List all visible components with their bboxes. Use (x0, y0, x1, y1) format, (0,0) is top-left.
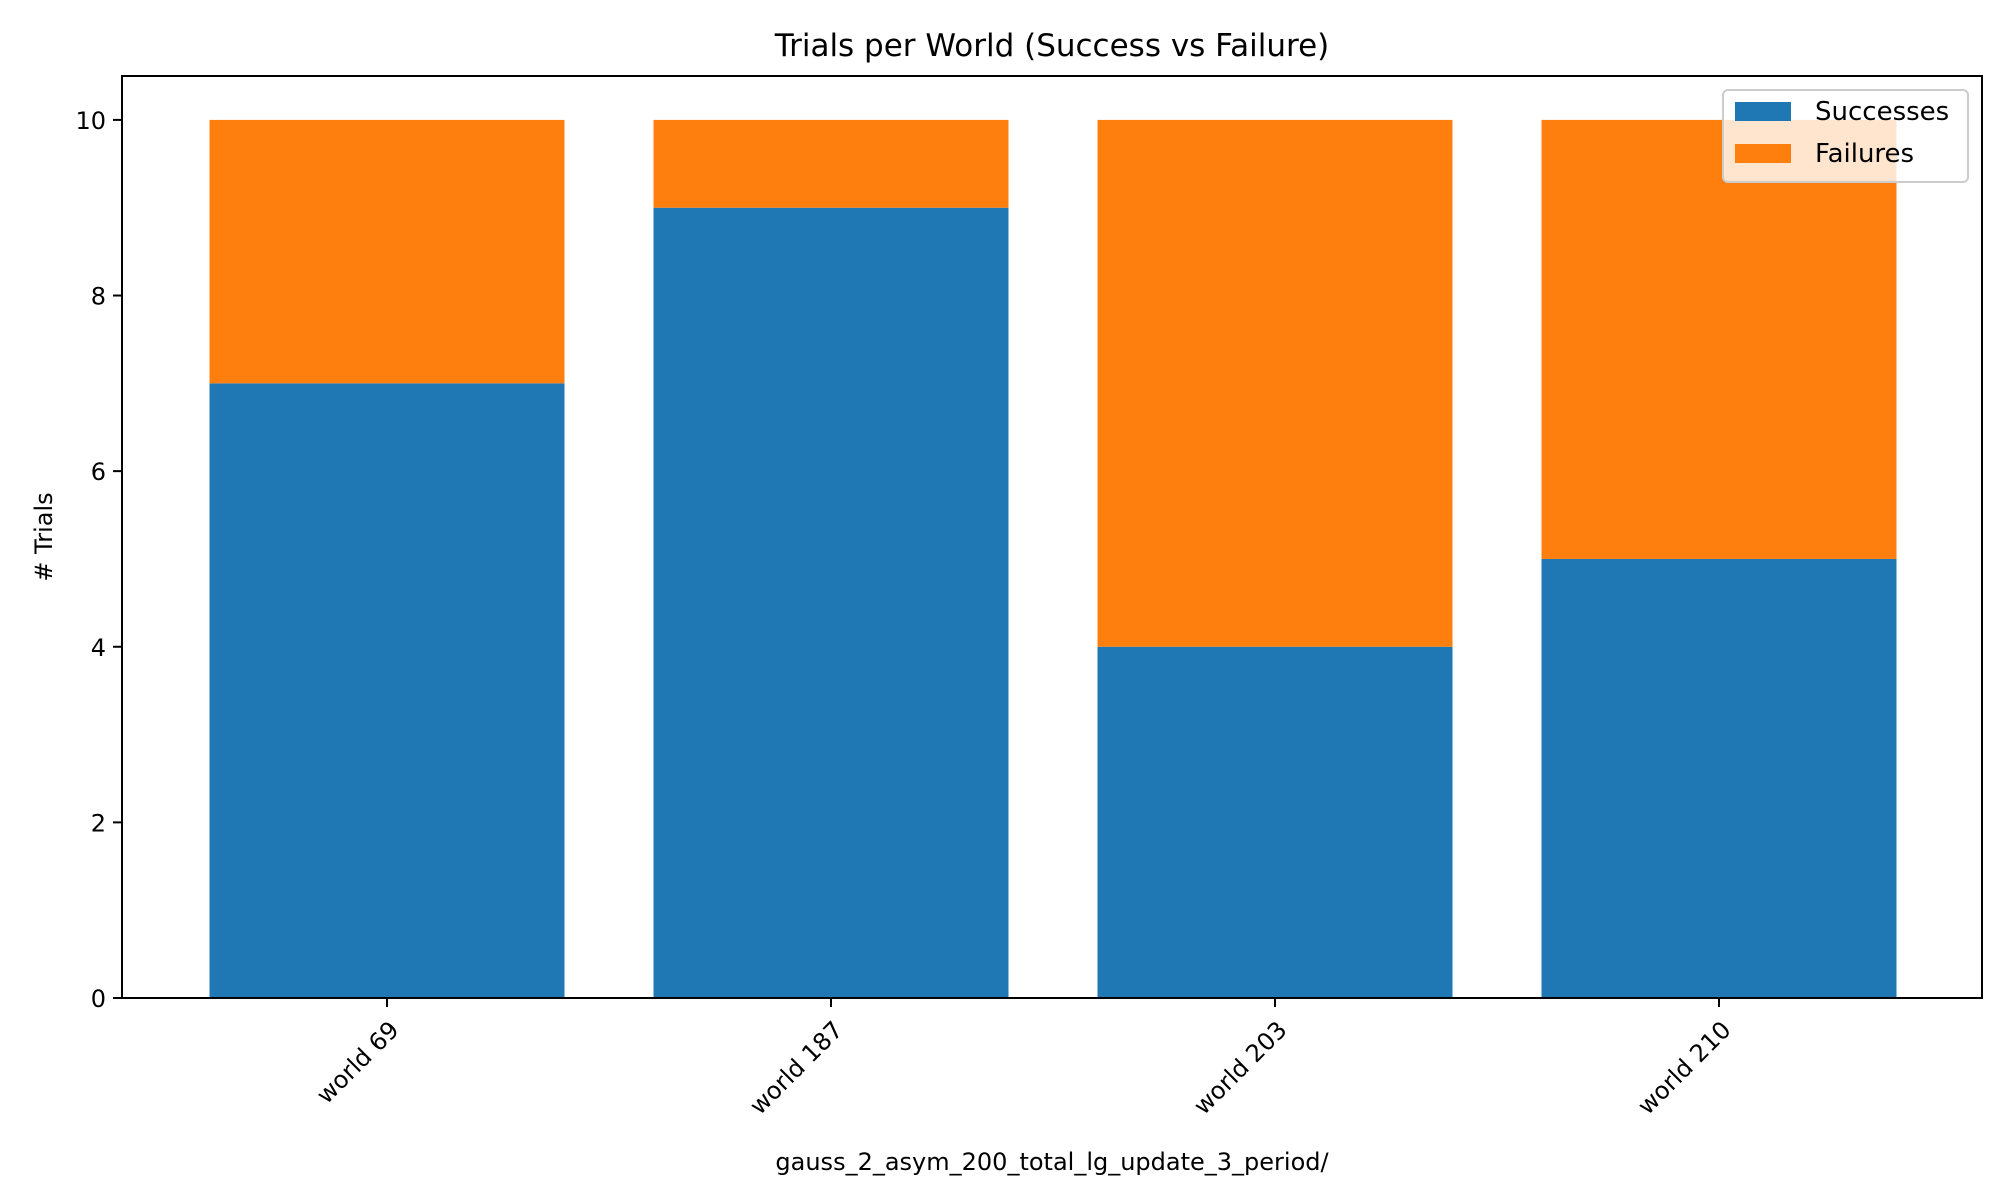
bar-successes-world-69 (209, 383, 565, 998)
y-axis-label: # Trials (30, 492, 58, 581)
bar-failures-world-69 (209, 119, 565, 384)
bar-failures-world-187 (653, 119, 1009, 208)
y-tick-label: 6 (91, 458, 106, 486)
legend-swatch-failures (1735, 144, 1791, 163)
y-tick-label: 0 (91, 985, 106, 1013)
bar-successes-world-187 (653, 207, 1009, 998)
chart-title: Trials per World (Success vs Failure) (774, 28, 1330, 64)
legend: Successes Failures (1722, 89, 1969, 183)
y-tick-label: 10 (75, 107, 106, 135)
bars-layer (209, 119, 1897, 998)
bar-successes-world-203 (1097, 646, 1453, 998)
y-tick-label: 8 (91, 283, 106, 311)
y-tick-label: 4 (91, 634, 106, 662)
bar-failures-world-203 (1097, 119, 1453, 647)
plot-area-frame (121, 75, 1983, 999)
y-axis: 0 2 4 6 8 10 (75, 107, 122, 1013)
bar-successes-world-210 (1541, 558, 1897, 998)
legend-label-successes: Successes (1815, 97, 1949, 127)
bar-failures-world-210 (1541, 119, 1897, 559)
legend-label-failures: Failures (1815, 139, 1914, 169)
x-axis-label: gauss_2_asym_200_total_lg_update_3_perio… (775, 1148, 1329, 1176)
y-tick-label: 2 (91, 809, 106, 837)
legend-swatch-successes (1735, 102, 1791, 121)
